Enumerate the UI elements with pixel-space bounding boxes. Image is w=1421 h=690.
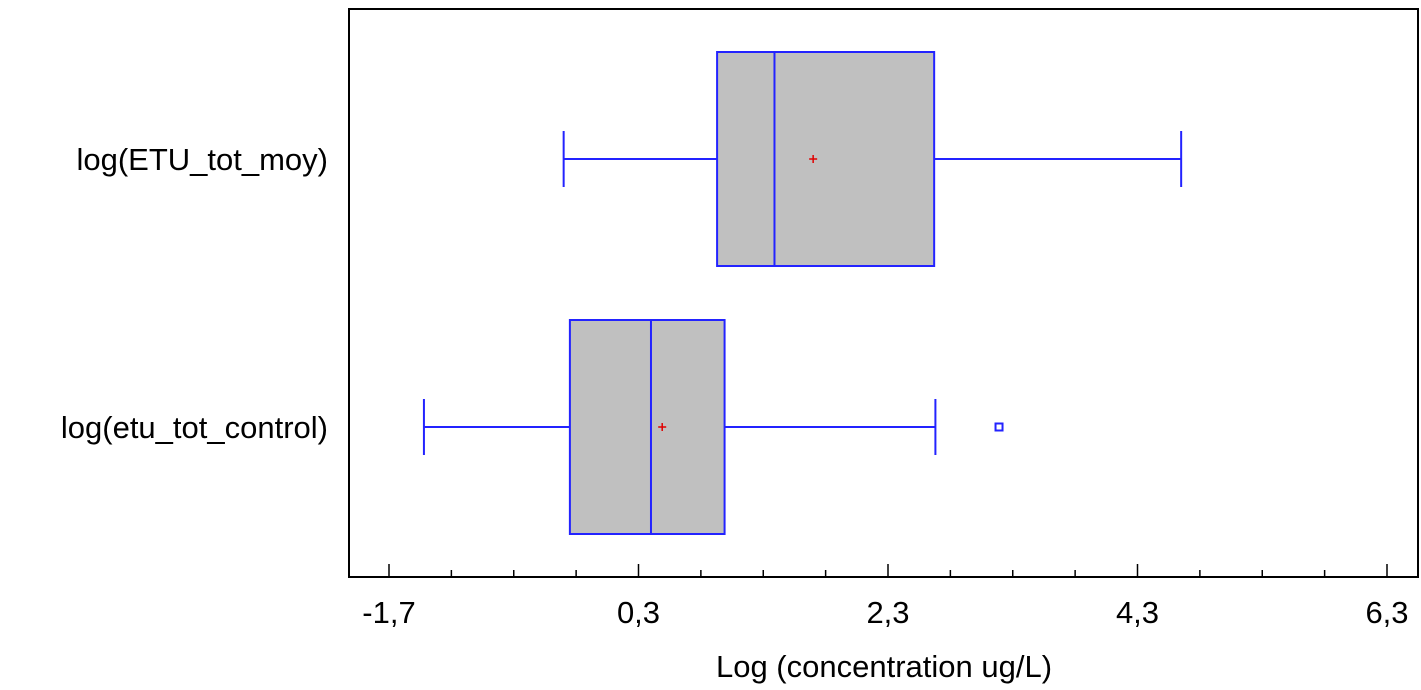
x-tick-label: 0,3 xyxy=(617,595,660,630)
iqr-box xyxy=(568,319,726,535)
x-tick-label: -1,7 xyxy=(362,595,415,630)
category-label: log(ETU_tot_moy) xyxy=(76,142,328,177)
category-labels: log(ETU_tot_moy) log(etu_tot_control) xyxy=(61,142,328,445)
x-tick-label: 2,3 xyxy=(866,595,909,630)
category-label: log(etu_tot_control) xyxy=(61,410,328,445)
x-axis-title: Log (concentration ug/L) xyxy=(716,649,1052,684)
mean-marker xyxy=(809,155,818,163)
iqr-box xyxy=(716,51,936,267)
box-series xyxy=(562,51,1183,267)
minor-ticks xyxy=(450,570,1326,577)
outlier-point xyxy=(994,422,1004,432)
mean-marker xyxy=(658,423,667,431)
boxes xyxy=(422,51,1183,535)
x-tick-label: 4,3 xyxy=(1116,595,1159,630)
box-series xyxy=(422,319,1004,535)
x-tick-label: 6,3 xyxy=(1365,595,1408,630)
major-ticks: -1,7 0,3 2,3 4,3 6,3 xyxy=(362,564,1409,630)
